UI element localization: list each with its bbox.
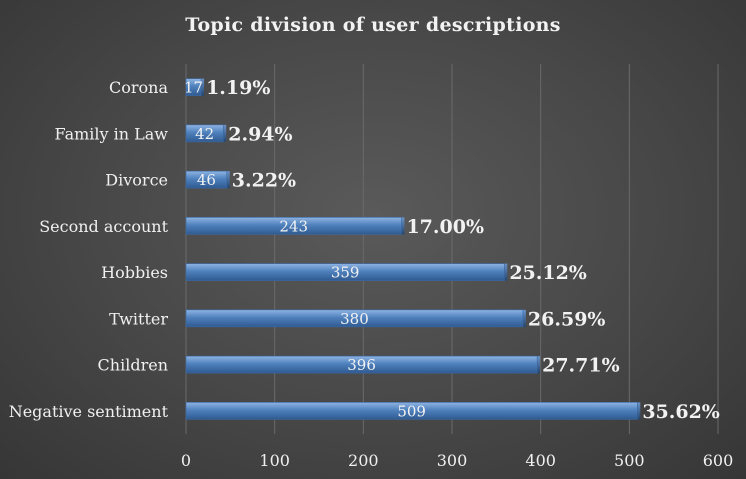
bar-value-label: 46: [197, 171, 216, 189]
bar-percent-label: 27.71%: [542, 355, 620, 377]
bar-value-label: 243: [279, 217, 308, 235]
bar-percent-label: 17.00%: [406, 216, 484, 238]
category-label: Corona: [109, 78, 168, 97]
bar-end-cap: [400, 217, 405, 235]
category-label: Family in Law: [55, 124, 169, 143]
bar-family-in-law: [185, 124, 224, 143]
category-label: Second account: [39, 217, 168, 236]
bar-twitter: [185, 309, 524, 328]
bar-percent-label: 2.94%: [228, 123, 292, 145]
bar-end-cap: [636, 402, 641, 420]
bar-value-label: 509: [397, 402, 426, 420]
bar-value-label: 359: [331, 264, 360, 282]
x-tick-label: 300: [437, 451, 468, 470]
x-tick-label: 500: [614, 451, 645, 470]
bar-value-label: 17: [184, 79, 203, 97]
category-label: Hobbies: [101, 263, 168, 282]
x-tick-label: 600: [703, 451, 734, 470]
bar-negative-sentiment: [185, 402, 638, 420]
category-label: Negative sentiment: [9, 402, 169, 421]
bar-percent-label: 35.62%: [642, 401, 720, 423]
x-tick-label: 0: [181, 451, 191, 470]
bar-value-label: 380: [340, 310, 369, 328]
bar-percent-label: 26.59%: [528, 308, 606, 330]
bar-second-account: [185, 217, 402, 235]
x-tick-label: 200: [348, 451, 379, 470]
bar-children: [185, 355, 538, 374]
bar-percent-label: 1.19%: [206, 77, 270, 99]
category-label: Children: [98, 356, 168, 375]
bar-percent-label: 3.22%: [232, 170, 296, 192]
bar-divorce: [185, 170, 228, 189]
bar-value-label: 42: [195, 125, 214, 143]
bar-end-cap: [536, 356, 541, 374]
bar-end-cap: [200, 78, 205, 96]
x-tick-label: 100: [259, 451, 290, 470]
x-tick-label: 400: [525, 451, 556, 470]
bar-end-cap: [225, 171, 230, 189]
bar-value-label: 396: [347, 356, 376, 374]
bar-corona: [185, 78, 202, 96]
bar-end-cap: [503, 263, 508, 281]
category-label: Divorce: [105, 171, 168, 190]
bar-percent-label: 25.12%: [509, 262, 587, 284]
bar-end-cap: [521, 309, 526, 327]
bar-end-cap: [222, 124, 227, 142]
bar-hobbies: [185, 263, 505, 281]
category-label: Twitter: [109, 309, 168, 328]
chart-title: Topic division of user descriptions: [185, 14, 561, 36]
